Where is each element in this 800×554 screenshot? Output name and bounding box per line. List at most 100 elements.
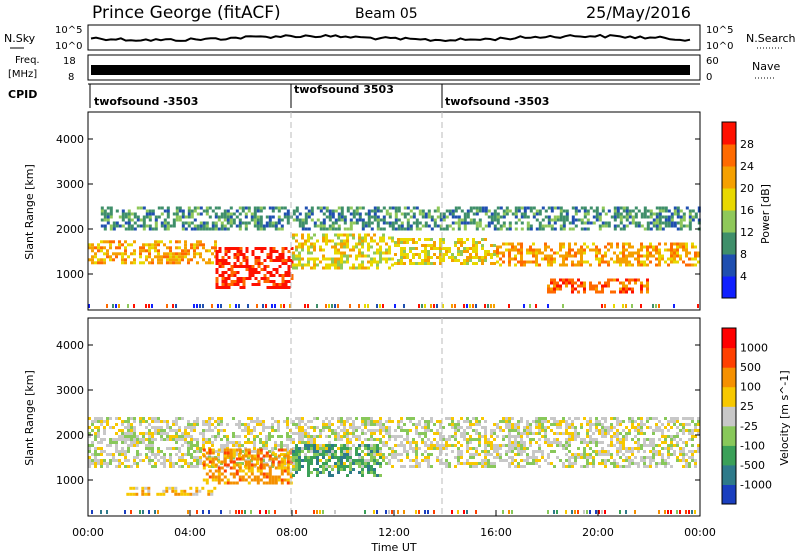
scatter-cell <box>418 227 422 231</box>
scatter-cell <box>697 447 700 450</box>
scatter-cell <box>328 423 331 426</box>
scatter-cell <box>454 259 457 262</box>
scatter-cell <box>604 459 607 462</box>
scatter-cell <box>346 206 350 210</box>
scatter-cell <box>178 450 181 453</box>
scatter-cell <box>127 459 130 462</box>
scatter-cell <box>502 420 505 423</box>
ground-scatter-cell <box>265 304 267 308</box>
scatter-cell <box>388 212 392 216</box>
scatter-cell <box>286 463 290 467</box>
scatter-cell <box>577 209 581 213</box>
scatter-cell <box>277 420 280 423</box>
scatter-cell <box>565 263 568 267</box>
ground-scatter-cell <box>274 510 276 514</box>
scatter-cell <box>616 242 619 246</box>
ground-scatter-cell <box>631 304 633 308</box>
scatter-cell <box>232 475 236 479</box>
scatter-cell <box>589 462 592 465</box>
scatter-cell <box>94 252 97 256</box>
scatter-cell <box>589 426 592 429</box>
scatter-cell <box>196 465 199 468</box>
scatter-cell <box>166 438 169 441</box>
scatter-cell <box>580 245 583 249</box>
scatter-cell <box>526 435 529 438</box>
scatter-cell <box>436 224 440 228</box>
scatter-cell <box>211 423 214 426</box>
scatter-cell <box>340 417 343 420</box>
scatter-cell <box>562 215 566 219</box>
scatter-cell <box>643 215 647 219</box>
scatter-cell <box>391 224 395 228</box>
scatter-cell <box>298 459 301 462</box>
scatter-cell <box>448 250 451 253</box>
scatter-cell <box>655 426 658 429</box>
scatter-cell <box>91 444 94 447</box>
colorbar-swatch <box>722 328 736 349</box>
scatter-cell <box>236 265 240 268</box>
scatter-cell <box>625 459 628 462</box>
scatter-cell <box>175 441 178 444</box>
scatter-cell <box>565 212 569 216</box>
scatter-cell <box>463 432 466 435</box>
scatter-cell <box>169 261 172 265</box>
scatter-cell <box>148 462 151 465</box>
scatter-cell <box>472 447 475 450</box>
scatter-cell <box>583 441 586 444</box>
scatter-cell <box>244 423 247 426</box>
scatter-cell <box>310 435 313 438</box>
scatter-cell <box>643 465 646 468</box>
scatter-cell <box>287 286 291 289</box>
scatter-cell <box>253 438 256 441</box>
scatter-cell <box>433 444 436 447</box>
scatter-cell <box>210 489 214 493</box>
scatter-cell <box>445 444 448 447</box>
scatter-cell <box>190 215 194 219</box>
scatter-cell <box>604 251 607 255</box>
scatter-cell <box>151 432 154 435</box>
scatter-cell <box>565 444 568 447</box>
scatter-cell <box>673 212 677 216</box>
scatter-cell <box>472 453 475 456</box>
scatter-cell <box>664 462 667 465</box>
scatter-cell <box>688 227 692 231</box>
scatter-cell <box>322 450 325 453</box>
scatter-cell <box>304 206 308 210</box>
scatter-cell <box>688 450 691 453</box>
scatter-cell <box>199 252 202 256</box>
scatter-cell <box>505 450 508 453</box>
scatter-cell <box>406 438 409 441</box>
scatter-cell <box>109 227 113 231</box>
scatter-cell <box>634 462 637 465</box>
scatter-cell <box>257 280 261 283</box>
scatter-cell <box>148 218 152 222</box>
scatter-cell <box>202 444 205 447</box>
scatter-cell <box>163 224 167 228</box>
scatter-cell <box>598 423 601 426</box>
scatter-cell <box>217 469 221 473</box>
scatter-cell <box>367 471 370 474</box>
scatter-cell <box>124 459 127 462</box>
scatter-cell <box>532 450 535 453</box>
scatter-cell <box>230 268 234 271</box>
scatter-cell <box>457 218 461 222</box>
scatter-cell <box>601 417 604 420</box>
scatter-cell <box>268 438 271 441</box>
scatter-cell <box>589 453 592 456</box>
scatter-cell <box>484 438 487 441</box>
scatter-cell <box>227 274 231 277</box>
scatter-cell <box>154 255 157 259</box>
scatter-cell <box>307 212 311 216</box>
scatter-cell <box>616 432 619 435</box>
scatter-cell <box>403 423 406 426</box>
scatter-cell <box>142 435 145 438</box>
scatter-cell <box>241 209 245 213</box>
scatter-cell <box>247 448 251 452</box>
scatter-cell <box>379 426 382 429</box>
scatter-cell <box>613 462 616 465</box>
scatter-cell <box>280 441 283 444</box>
scatter-cell <box>184 252 187 256</box>
scatter-cell <box>583 281 586 285</box>
scatter-cell <box>103 209 107 213</box>
scatter-cell <box>598 224 602 228</box>
